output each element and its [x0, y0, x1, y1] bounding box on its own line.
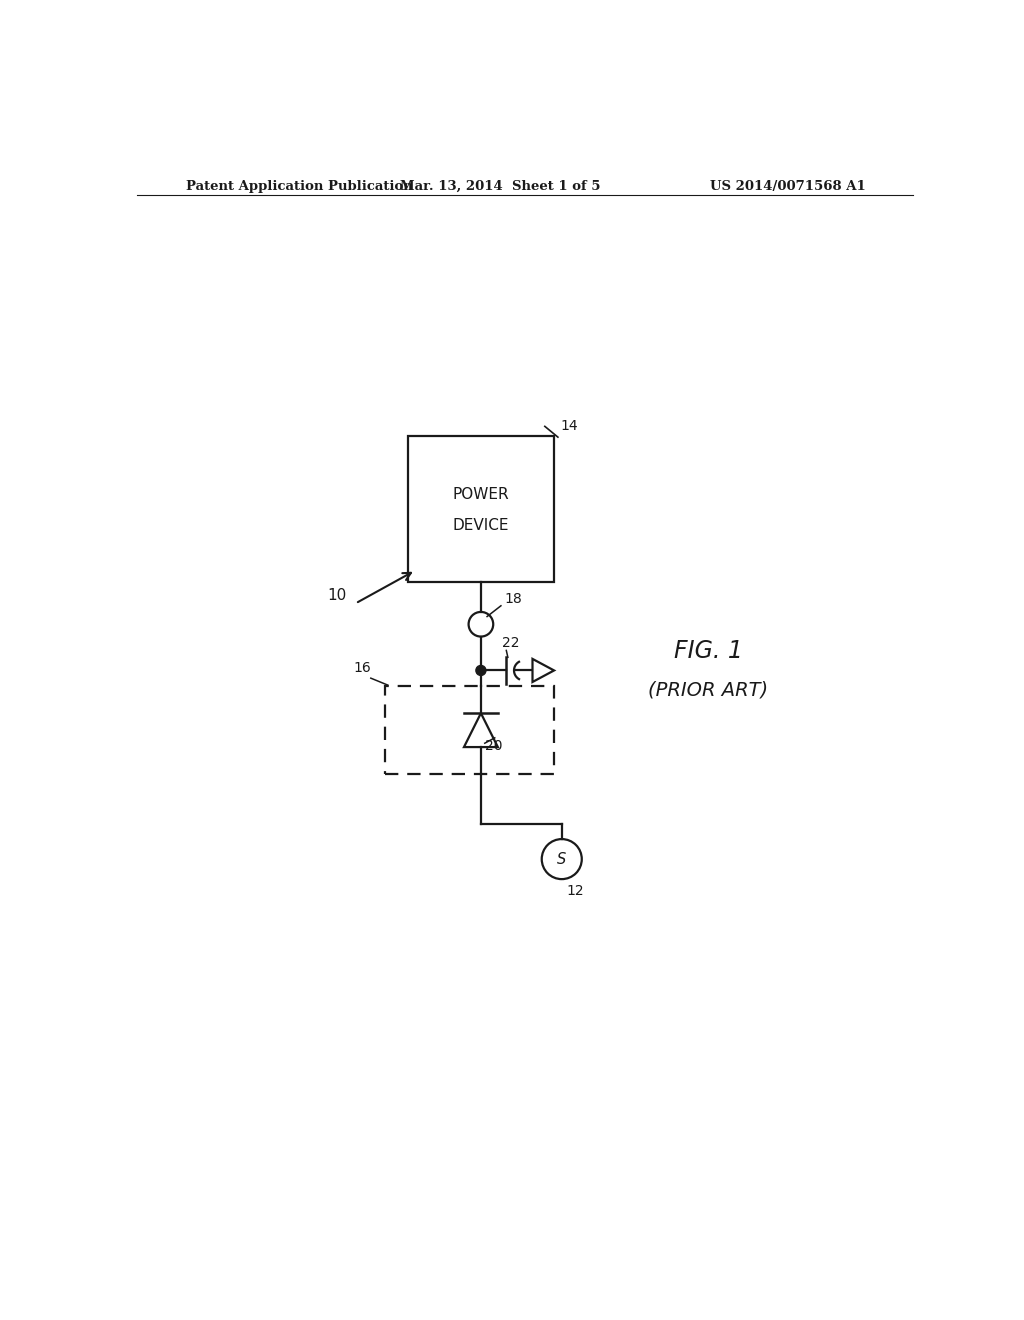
Text: US 2014/0071568 A1: US 2014/0071568 A1 [711, 180, 866, 193]
Text: Patent Application Publication: Patent Application Publication [186, 180, 413, 193]
Text: 12: 12 [566, 884, 584, 898]
Text: 20: 20 [484, 739, 502, 754]
Text: 10: 10 [327, 589, 346, 603]
Text: POWER: POWER [453, 487, 509, 503]
Text: DEVICE: DEVICE [453, 519, 509, 533]
Text: FIG. 1: FIG. 1 [674, 639, 742, 663]
Circle shape [469, 612, 494, 636]
Text: 18: 18 [504, 591, 522, 606]
Bar [385, 686, 554, 775]
Circle shape [542, 840, 582, 879]
Text: 14: 14 [560, 418, 578, 433]
Text: (PRIOR ART): (PRIOR ART) [648, 680, 768, 700]
Text: S: S [557, 851, 566, 867]
Text: 22: 22 [503, 636, 520, 651]
Bar [408, 436, 554, 582]
Circle shape [476, 665, 486, 676]
Text: 16: 16 [354, 661, 372, 675]
Text: Mar. 13, 2014  Sheet 1 of 5: Mar. 13, 2014 Sheet 1 of 5 [400, 180, 600, 193]
